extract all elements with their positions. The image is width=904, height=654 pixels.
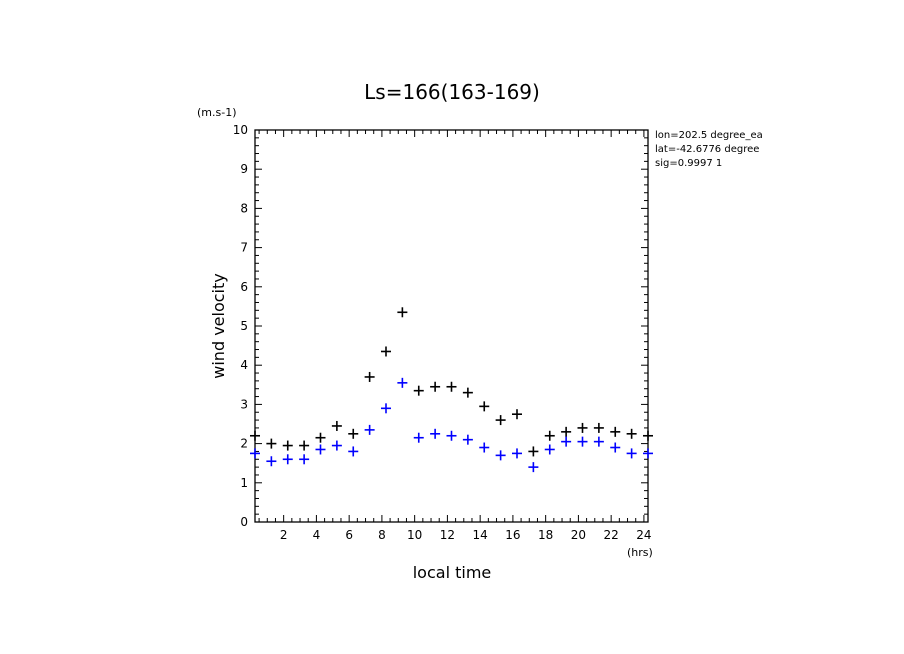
data-points — [250, 307, 653, 473]
data-point-series-1 — [528, 446, 539, 457]
data-point-series-2 — [430, 428, 441, 439]
y-tick-label: 3 — [240, 397, 248, 411]
info-line-sig: sig=0.9997 1 — [655, 158, 722, 169]
data-point-series-2 — [282, 454, 293, 465]
data-point-series-1 — [577, 422, 588, 433]
data-point-series-2 — [512, 448, 522, 459]
data-point-series-2 — [495, 450, 506, 461]
info-line-lat: lat=-42.6776 degree — [655, 144, 759, 155]
data-point-series-1 — [479, 401, 490, 412]
data-point-series-1 — [315, 432, 326, 443]
info-text-block: lon=202.5 degree_ea lat=-42.6776 degree … — [655, 130, 763, 169]
data-point-series-1 — [282, 440, 293, 451]
data-point-series-1 — [462, 387, 473, 398]
x-tick-label: 6 — [345, 528, 353, 542]
data-point-series-2 — [479, 442, 490, 453]
data-point-series-2 — [462, 434, 473, 445]
data-point-series-1 — [381, 346, 391, 357]
data-point-series-1 — [561, 426, 572, 437]
data-point-series-1 — [544, 430, 555, 441]
data-point-series-1 — [446, 381, 457, 392]
info-line-lon: lon=202.5 degree_ea — [655, 130, 763, 141]
x-tick-label: 22 — [604, 528, 619, 542]
data-point-series-2 — [626, 448, 637, 459]
data-point-series-1 — [331, 420, 342, 431]
data-point-series-2 — [266, 456, 277, 467]
data-point-series-1 — [643, 430, 653, 441]
data-point-series-2 — [348, 446, 359, 457]
y-tick-label: 4 — [240, 358, 248, 372]
data-point-series-1 — [266, 438, 277, 449]
x-unit-label: (hrs) — [627, 546, 653, 559]
data-point-series-2 — [643, 448, 653, 459]
data-point-series-1 — [413, 385, 424, 396]
data-point-series-2 — [528, 462, 539, 473]
y-tick-label: 6 — [240, 280, 248, 294]
data-point-series-2 — [413, 432, 424, 443]
x-tick-label: 20 — [571, 528, 586, 542]
x-tick-label: 8 — [378, 528, 386, 542]
x-tick-label: 10 — [407, 528, 422, 542]
y-tick-label: 8 — [240, 201, 248, 215]
x-axis-label: local time — [413, 563, 492, 582]
y-tick-label: 5 — [240, 319, 248, 333]
x-tick-label: 12 — [440, 528, 455, 542]
data-point-series-2 — [397, 377, 408, 388]
x-tick-label: 24 — [636, 528, 651, 542]
data-point-series-1 — [430, 381, 441, 392]
y-tick-label: 1 — [240, 476, 248, 490]
data-point-series-1 — [626, 428, 637, 439]
data-point-series-2 — [593, 436, 604, 447]
x-tick-label: 18 — [538, 528, 553, 542]
data-point-series-2 — [577, 436, 588, 447]
x-tick-label: 16 — [505, 528, 520, 542]
y-tick-label: 7 — [240, 241, 248, 255]
x-tick-label: 2 — [280, 528, 288, 542]
plot-frame — [254, 129, 649, 523]
data-point-series-1 — [250, 430, 260, 441]
data-point-series-1 — [593, 422, 604, 433]
data-point-series-2 — [331, 440, 342, 451]
data-point-series-1 — [397, 307, 408, 318]
data-point-series-2 — [315, 444, 326, 455]
data-point-series-2 — [446, 430, 457, 441]
data-point-series-2 — [299, 454, 310, 465]
data-point-series-1 — [364, 371, 375, 382]
x-tick-label: 14 — [473, 528, 488, 542]
y-axis-label: wind velocity — [209, 273, 228, 378]
data-point-series-2 — [364, 424, 375, 435]
y-unit-label: (m.s-1) — [197, 106, 237, 119]
data-point-series-2 — [544, 444, 555, 455]
x-tick-label: 4 — [313, 528, 321, 542]
y-tick-label: 0 — [240, 515, 248, 529]
y-tick-label: 2 — [240, 437, 248, 451]
data-point-series-2 — [381, 403, 391, 414]
y-tick-label: 9 — [240, 162, 248, 176]
data-point-series-2 — [250, 448, 260, 459]
data-point-series-2 — [610, 442, 621, 453]
data-point-series-1 — [299, 440, 310, 451]
data-point-series-1 — [495, 415, 506, 426]
data-point-series-1 — [348, 428, 359, 439]
data-point-series-1 — [610, 426, 621, 437]
chart-title: Ls=166(163-169) — [364, 80, 540, 104]
info-text-clip — [780, 128, 904, 172]
y-tick-label: 10 — [233, 123, 248, 137]
data-point-series-2 — [561, 436, 572, 447]
data-point-series-1 — [512, 409, 522, 420]
